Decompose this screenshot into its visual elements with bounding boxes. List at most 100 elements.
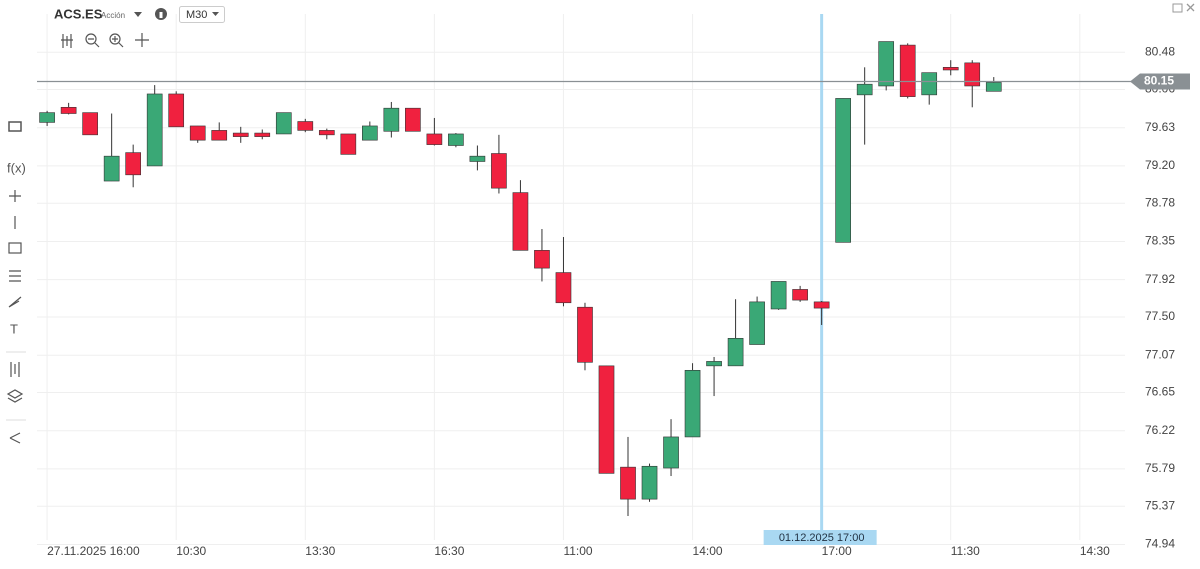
candle-body	[254, 132, 271, 137]
candle-body	[82, 112, 98, 136]
zoom-out-icon[interactable]	[85, 33, 97, 45]
candle-body	[835, 98, 851, 243]
candle-body	[856, 83, 873, 96]
y-tick-label: 79.20	[1145, 158, 1175, 172]
zoom-in-glyph	[112, 36, 124, 48]
candle-body	[405, 107, 421, 132]
functions-tool[interactable]: f(x)	[7, 160, 26, 175]
candle-body	[340, 133, 357, 155]
info-glyph	[159, 12, 163, 18]
y-tick-label: 77.07	[1145, 347, 1175, 361]
maximize-icon[interactable]	[1172, 3, 1183, 13]
symbol[interactable]: ACS.ES	[54, 6, 103, 21]
y-tick-label: 78.78	[1145, 195, 1175, 209]
x-tick-label: 16:30	[434, 544, 464, 558]
y-tick-label: 78.35	[1145, 234, 1175, 248]
text-tool[interactable]: T	[10, 321, 18, 336]
y-tick-label: 77.92	[1145, 272, 1175, 286]
candle-body	[620, 466, 636, 500]
candle-body	[899, 44, 916, 97]
zoom-out-glyph	[88, 38, 100, 48]
y-tick-label: 79.63	[1145, 120, 1175, 134]
candle-body	[878, 41, 895, 87]
crosshair-label: 01.12.2025 17:00	[779, 532, 865, 544]
screen-icon[interactable]	[8, 121, 22, 132]
x-tick-label: 11:00	[563, 544, 592, 558]
share-tool[interactable]	[9, 432, 21, 444]
candle-body	[383, 107, 400, 132]
layers-tool[interactable]	[6, 389, 24, 403]
x-tick-label: 13:30	[305, 544, 335, 558]
y-tick-label: 74.94	[1145, 537, 1175, 551]
candle-body	[921, 72, 938, 96]
candle-body	[60, 106, 77, 114]
candle-body	[706, 361, 722, 367]
fibonacci-tool[interactable]	[9, 270, 21, 282]
candle-body	[491, 153, 507, 189]
y-tick-label: 80.48	[1145, 44, 1175, 58]
left-toolbar: f(x) T	[6, 121, 26, 444]
chart-type-icon[interactable]	[61, 34, 73, 48]
candle-body	[770, 281, 787, 310]
candle-body	[598, 365, 615, 474]
plot-area: 80.4880.0679.6379.2078.7878.3577.9277.50…	[37, 14, 1190, 558]
y-tick-label: 76.22	[1145, 423, 1175, 437]
instrument-type: Acción	[101, 11, 125, 20]
shape-tool[interactable]	[8, 242, 22, 254]
candle-body	[577, 306, 593, 363]
current-price-label: 80.15	[1144, 74, 1174, 88]
candle-body	[534, 250, 550, 269]
zoom-in-icon[interactable]	[109, 33, 121, 45]
candle-body	[964, 62, 981, 87]
candle-body	[211, 130, 228, 141]
candle-body	[297, 121, 314, 131]
candle-body	[426, 133, 443, 145]
candle-body	[362, 125, 378, 141]
candle-body	[275, 112, 292, 135]
candle-body	[942, 67, 959, 71]
x-tick-label: 14:00	[693, 544, 723, 558]
candle-body	[813, 301, 830, 309]
candle-body	[189, 125, 206, 141]
symbol-dropdown[interactable]	[134, 12, 142, 17]
chart-toolbar	[61, 33, 149, 48]
candle-body	[684, 369, 701, 438]
candle-body	[168, 93, 185, 128]
candle-body	[663, 436, 679, 469]
candle-body	[103, 155, 120, 182]
y-tick-label: 76.65	[1145, 385, 1175, 399]
candle-body	[985, 82, 1002, 92]
x-tick-label: 10:30	[176, 544, 206, 558]
candle-body	[512, 192, 529, 251]
pan-icon[interactable]	[135, 33, 149, 47]
y-tick-label: 77.50	[1145, 309, 1175, 323]
timeframe-box[interactable]	[179, 6, 225, 23]
current-price-box	[1130, 73, 1190, 90]
candle-body	[641, 465, 658, 500]
close-icon[interactable]	[1186, 3, 1195, 12]
indicators-tool[interactable]	[10, 362, 20, 377]
y-tick-label: 75.79	[1145, 461, 1175, 475]
candle-body	[318, 130, 335, 136]
candle-body	[232, 132, 249, 137]
grid	[37, 14, 1125, 545]
candle-body	[469, 155, 486, 162]
timeframe[interactable]: M30	[186, 9, 207, 21]
crosshair-label-box	[763, 530, 877, 545]
candle-body	[146, 93, 163, 167]
y-tick-label: 75.37	[1145, 498, 1175, 512]
candle-body	[727, 338, 744, 367]
candle-body	[39, 112, 55, 123]
candle-body	[792, 289, 808, 301]
window-controls	[1172, 3, 1195, 13]
crosshair-tool[interactable]	[9, 190, 21, 202]
candle-body	[125, 152, 142, 176]
pitchfork-tool[interactable]	[8, 296, 22, 308]
x-tick-label: 14:30	[1080, 544, 1110, 558]
timeframe-dropdown[interactable]	[212, 12, 219, 16]
x-tick-label: 27.11.2025 16:00	[47, 544, 140, 558]
candle-body	[555, 272, 572, 304]
x-tick-label: 11:30	[951, 544, 980, 558]
x-tick-label: 17:00	[822, 544, 852, 558]
